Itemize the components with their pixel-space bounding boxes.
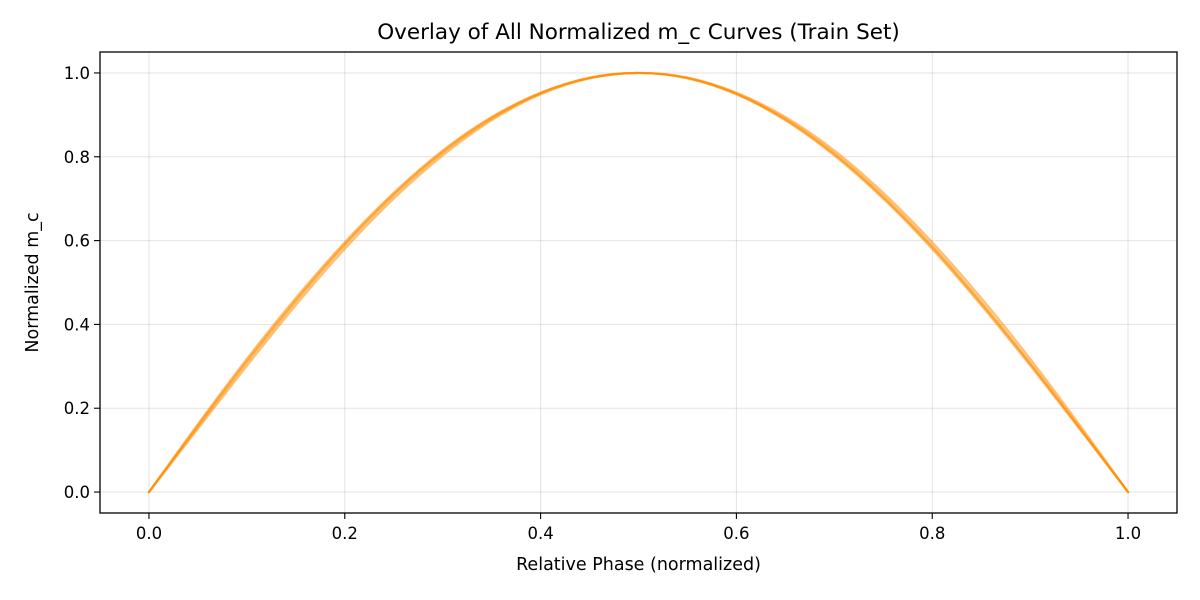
y-tick-label: 0.4	[64, 315, 90, 334]
y-tick-label: 0.2	[64, 399, 90, 418]
y-axis-label: Normalized m_c	[23, 212, 43, 352]
series-line-4	[147, 71, 1130, 494]
chart-title: Overlay of All Normalized m_c Curves (Tr…	[377, 20, 900, 45]
x-tick-label: 0.2	[332, 524, 358, 543]
x-tick-label: 1.0	[1115, 524, 1141, 543]
y-tick-label: 1.0	[64, 64, 90, 83]
plot-frame	[99, 51, 1178, 514]
x-tick-label: 0.0	[136, 524, 162, 543]
y-tick-label: 0.0	[64, 483, 90, 502]
x-tick-label: 0.8	[919, 524, 945, 543]
y-tick-label: 0.8	[64, 148, 90, 167]
series-group	[147, 71, 1130, 494]
x-axis-label: Relative Phase (normalized)	[516, 555, 761, 575]
x-tick-label: 0.6	[723, 524, 749, 543]
y-tick-label: 0.6	[64, 232, 90, 251]
axis-ticks: 0.0 0.2 0.4 0.6 0.8 1.0 0.0 0.2 0.4 0.6 0.8 1.0	[64, 64, 1141, 543]
x-tick-label: 0.4	[527, 524, 553, 543]
